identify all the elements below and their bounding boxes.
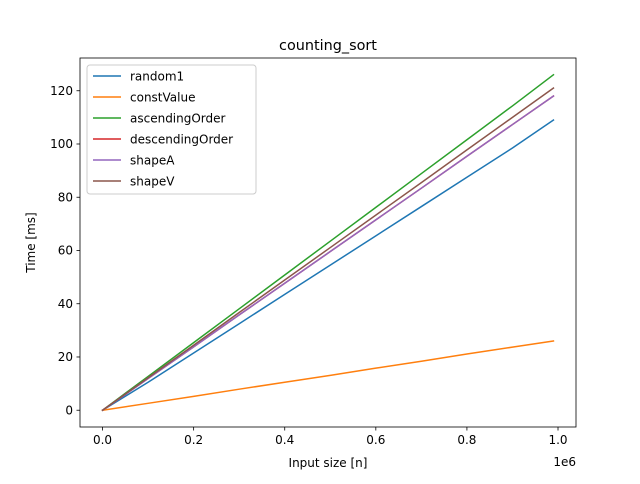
- series-layer: [101, 73, 555, 412]
- series-line-ascendingOrder: [101, 73, 555, 412]
- y-axis-label: Time [ms]: [24, 212, 38, 274]
- legend-items: random1 constValue ascendingOrder descendin…: [93, 70, 233, 189]
- y-tick-label: 100: [50, 137, 73, 151]
- legend-label-shapeV: shapeV: [130, 175, 175, 189]
- legend-label-ascendingOrder: ascendingOrder: [130, 112, 226, 126]
- x-tick-label: 0.8: [457, 433, 476, 447]
- y-tick-label: 80: [58, 190, 73, 204]
- x-tick-label: 1.0: [548, 433, 567, 447]
- legend-box: [86, 64, 257, 195]
- series-line-shapeV: [101, 87, 555, 412]
- y-tick-label: 120: [50, 84, 73, 98]
- series-line-constValue: [101, 340, 555, 412]
- series-line-random1: [101, 118, 555, 412]
- legend-label-descendingOrder: descendingOrder: [130, 133, 233, 147]
- series-line-shapeA: [101, 95, 555, 412]
- chart-title: counting_sort: [279, 38, 377, 54]
- legend-label-shapeA: shapeA: [130, 154, 175, 168]
- x-tick-label: 0.4: [275, 433, 294, 447]
- y-axis-ticks: 0 20 40 60 80 100 120: [50, 84, 80, 417]
- x-axis-offset-label: 1e6: [553, 455, 576, 469]
- x-tick-label: 0.6: [366, 433, 385, 447]
- legend-label-constValue: constValue: [130, 91, 195, 105]
- y-tick-label: 60: [58, 244, 73, 258]
- x-axis-ticks: 0.0 0.2 0.4 0.6 0.8 1.0: [93, 427, 568, 447]
- y-tick-label: 0: [65, 403, 73, 417]
- x-tick-label: 0.2: [184, 433, 203, 447]
- x-tick-label: 0.0: [93, 433, 112, 447]
- legend: random1 constValue ascendingOrder descendin…: [86, 64, 257, 195]
- y-tick-label: 40: [58, 297, 73, 311]
- plot-area-frame: [79, 57, 577, 428]
- legend-label-random1: random1: [130, 70, 184, 84]
- x-axis-label: Input size [n]: [289, 456, 368, 470]
- y-tick-label: 20: [58, 350, 73, 364]
